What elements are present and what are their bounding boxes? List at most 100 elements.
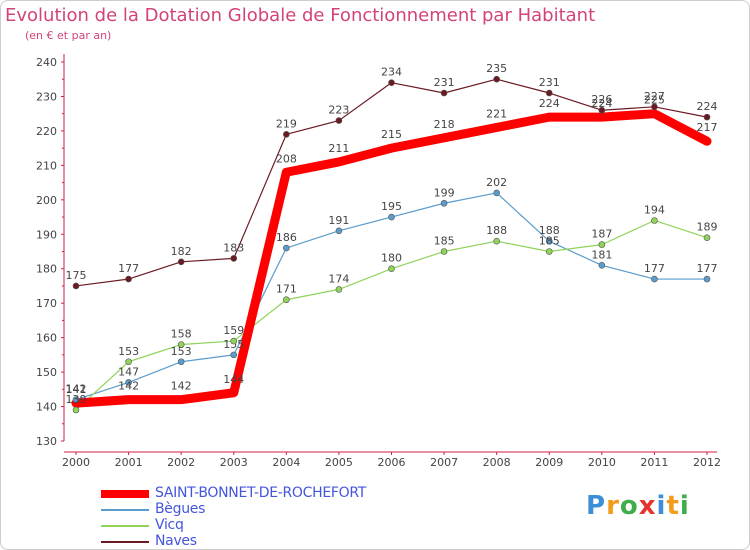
logo-letter: t: [666, 491, 680, 521]
data-point-3: [72, 282, 80, 290]
x-tick-label: 2002: [167, 456, 195, 469]
data-point-3: [598, 106, 606, 114]
data-label-3: 219: [276, 117, 297, 130]
data-label-1: 177: [697, 262, 718, 275]
data-label-0: 142: [171, 380, 192, 393]
data-point-1: [283, 244, 290, 252]
y-tick-label: 230: [36, 90, 57, 103]
data-label-0: 225: [644, 94, 665, 107]
data-label-3: 235: [486, 62, 507, 75]
data-label-3: 234: [381, 66, 402, 79]
data-point-2: [177, 341, 185, 348]
data-label-0: 144: [223, 373, 244, 386]
data-label-2: 158: [171, 328, 192, 341]
data-point-3: [388, 79, 395, 86]
data-label-1: 188: [539, 224, 560, 237]
data-label-2: 187: [591, 228, 612, 241]
data-point-3: [283, 131, 290, 138]
series-line-1: [75, 192, 708, 401]
data-point-2: [230, 337, 238, 345]
legend-swatch: [101, 509, 149, 511]
data-point-1: [125, 379, 132, 386]
logo-letter: x: [638, 491, 657, 521]
x-tick-label: 2005: [325, 456, 353, 469]
data-label-3: 182: [171, 245, 192, 258]
data-label-1: 186: [276, 231, 297, 244]
logo-letter: i: [679, 491, 690, 521]
data-label-2: 174: [328, 272, 349, 285]
data-label-1: 181: [591, 248, 612, 261]
data-label-3: 227: [644, 90, 665, 103]
data-label-1: 177: [644, 262, 665, 275]
data-point-1: [598, 261, 606, 269]
data-point-1: [72, 396, 80, 403]
data-label-2: 188: [486, 224, 507, 237]
data-label-0: 141: [66, 383, 87, 396]
data-point-2: [598, 241, 606, 248]
data-point-2: [440, 248, 448, 255]
data-label-2: 189: [697, 221, 718, 234]
data-label-2: 139: [66, 393, 87, 406]
data-label-1: 191: [328, 214, 349, 227]
y-tick-label: 190: [36, 228, 57, 241]
x-tick-label: 2010: [588, 456, 616, 469]
data-point-2: [72, 406, 80, 414]
data-label-0: 224: [539, 97, 560, 110]
y-tick-label: 180: [36, 263, 57, 276]
data-point-2: [388, 265, 395, 273]
legend-label: Bègues: [155, 501, 206, 517]
data-label-2: 153: [118, 345, 139, 358]
data-point-1: [440, 199, 448, 207]
data-point-2: [493, 237, 500, 245]
data-point-3: [177, 258, 185, 266]
data-label-2: 180: [381, 252, 402, 265]
data-point-3: [545, 89, 553, 97]
chart-title: Evolution de la Dotation Globale de Fonc…: [5, 5, 596, 26]
data-label-1: 199: [434, 186, 455, 199]
data-label-2: 194: [644, 203, 665, 216]
data-label-0: 221: [486, 107, 507, 120]
data-point-3: [703, 113, 711, 121]
x-tick-label: 2000: [62, 456, 90, 469]
y-tick-label: 210: [36, 159, 57, 172]
data-label-3: 223: [328, 104, 349, 117]
data-label-0: 217: [697, 121, 718, 134]
data-label-1: 195: [381, 200, 402, 213]
data-point-1: [545, 237, 553, 245]
y-tick-label: 200: [36, 194, 57, 207]
data-point-2: [545, 248, 553, 255]
x-tick-label: 2004: [272, 456, 300, 469]
x-tick-label: 2011: [640, 456, 668, 469]
x-tick-label: 2008: [483, 456, 511, 469]
data-point-2: [335, 286, 343, 293]
legend-label: SAINT-BONNET-DE-ROCHEFORT: [155, 485, 367, 501]
x-tick-label: 2012: [693, 456, 721, 469]
data-label-0: 142: [118, 380, 139, 393]
data-label-2: 159: [223, 324, 244, 337]
data-label-3: 175: [66, 269, 87, 282]
data-label-3: 226: [591, 93, 612, 106]
data-point-1: [230, 351, 238, 359]
logo-letter: i: [656, 491, 667, 521]
data-label-3: 231: [434, 76, 455, 89]
y-tick-label: 220: [36, 125, 57, 138]
data-point-1: [335, 227, 343, 235]
data-label-3: 231: [539, 76, 560, 89]
y-tick-label: 140: [36, 401, 57, 414]
data-point-1: [177, 358, 185, 366]
y-tick-label: 130: [36, 435, 57, 448]
data-label-0: 211: [328, 142, 349, 155]
data-point-2: [651, 217, 658, 224]
data-label-0: 208: [276, 152, 297, 165]
y-tick-label: 160: [36, 332, 57, 345]
y-tick-label: 240: [36, 56, 57, 69]
data-label-0: 224: [591, 97, 612, 110]
data-point-3: [493, 75, 500, 83]
legend-swatch: [101, 541, 149, 543]
data-point-1: [651, 275, 658, 283]
legend-label: Naves: [155, 533, 197, 549]
data-point-3: [230, 255, 238, 262]
data-label-3: 183: [223, 241, 244, 254]
data-label-3: 177: [118, 262, 139, 275]
